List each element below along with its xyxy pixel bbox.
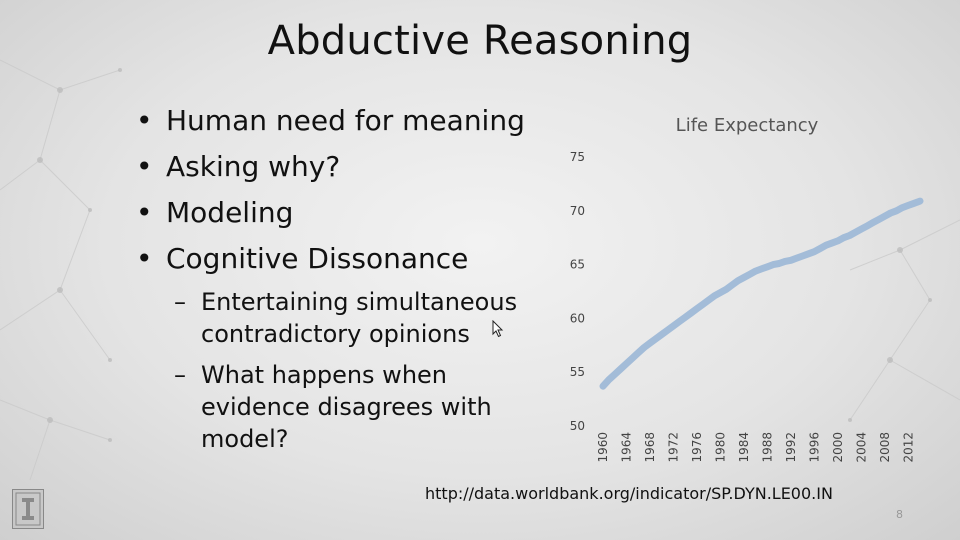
sub-bullet-item: Entertaining simultaneous contradictory … bbox=[174, 286, 554, 350]
y-tick-label: 65 bbox=[570, 258, 585, 272]
x-tick-label: 1968 bbox=[643, 432, 657, 463]
bullet-item: Human need for meaning bbox=[136, 98, 556, 144]
y-axis-ticks: 75 70 65 60 55 50 bbox=[570, 150, 585, 433]
x-tick-label: 2012 bbox=[901, 432, 915, 463]
x-tick-label: 1980 bbox=[713, 432, 727, 463]
university-logo-icon bbox=[12, 489, 44, 529]
x-tick-label: 2008 bbox=[878, 432, 892, 463]
y-tick-label: 70 bbox=[570, 204, 585, 218]
x-tick-label: 1960 bbox=[596, 432, 610, 463]
chart-title: Life Expectancy bbox=[676, 115, 819, 136]
y-tick-label: 55 bbox=[570, 365, 585, 379]
bullet-item: Modeling bbox=[136, 190, 556, 236]
mouse-pointer-icon bbox=[492, 320, 504, 338]
y-tick-label: 50 bbox=[570, 419, 585, 433]
x-axis-ticks: 1960 1964 1968 1972 1976 1980 1984 1988 1992 1996… bbox=[596, 432, 915, 463]
x-tick-label: 1996 bbox=[807, 432, 821, 463]
y-tick-label: 75 bbox=[570, 150, 585, 164]
x-tick-label: 1964 bbox=[619, 432, 633, 463]
x-tick-label: 1992 bbox=[784, 432, 798, 463]
x-tick-label: 1976 bbox=[690, 432, 704, 463]
x-tick-label: 1988 bbox=[760, 432, 774, 463]
source-url-link[interactable]: http://data.worldbank.org/indicator/SP.D… bbox=[425, 484, 833, 503]
slide-title: Abductive Reasoning bbox=[267, 18, 693, 64]
bullet-item: Asking why? bbox=[136, 144, 556, 190]
bullet-list: Human need for meaning Asking why? Model… bbox=[136, 98, 556, 282]
bullet-item: Cognitive Dissonance bbox=[136, 236, 556, 282]
x-tick-label: 2004 bbox=[854, 432, 868, 463]
sub-bullet-item: What happens when evidence disagrees wit… bbox=[174, 359, 554, 455]
life-expectancy-line bbox=[599, 197, 924, 390]
y-tick-label: 60 bbox=[570, 311, 585, 325]
x-tick-label: 1972 bbox=[666, 432, 680, 463]
page-number: 8 bbox=[896, 508, 903, 521]
x-tick-label: 2000 bbox=[831, 432, 845, 463]
x-tick-label: 1984 bbox=[737, 432, 751, 463]
sub-bullet-list: Entertaining simultaneous contradictory … bbox=[174, 286, 554, 464]
